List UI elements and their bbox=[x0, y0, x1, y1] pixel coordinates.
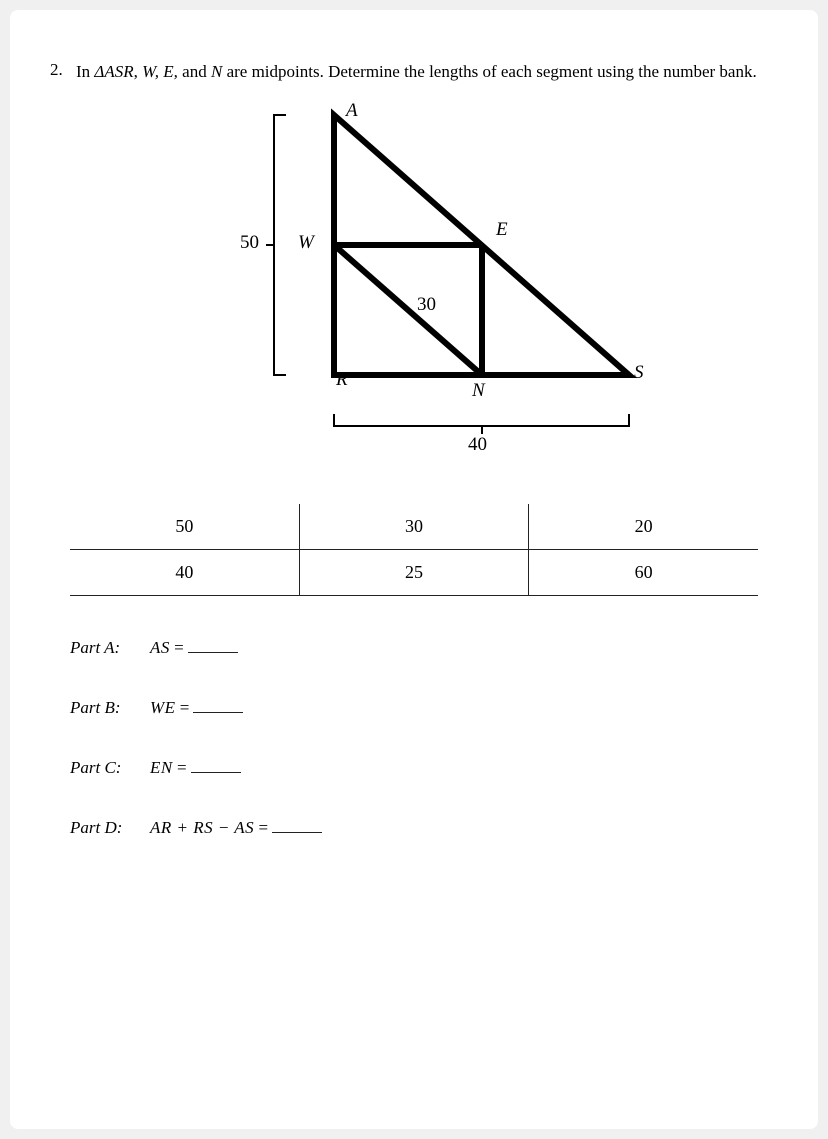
expr-tail: = bbox=[254, 818, 268, 837]
bank-cell: 25 bbox=[299, 549, 528, 595]
expr-tail: = bbox=[176, 698, 190, 717]
question-text: In ΔASR, W, E, and N are midpoints. Dete… bbox=[76, 60, 757, 84]
bank-cell: 50 bbox=[70, 504, 299, 550]
part-expression: AS = bbox=[150, 638, 184, 658]
q-text-mid1: , bbox=[134, 62, 143, 81]
label-a: A bbox=[346, 100, 358, 122]
expr-var: EN bbox=[150, 758, 173, 777]
expr-var: AR + RS − AS bbox=[150, 818, 254, 837]
measure-50: 50 bbox=[240, 232, 259, 254]
number-bank: 50 30 20 40 25 60 bbox=[70, 504, 758, 596]
part-b: Part B: WE = bbox=[70, 696, 778, 718]
q-math-points: W, E, bbox=[142, 62, 178, 81]
label-n: N bbox=[472, 380, 485, 402]
part-c: Part C: EN = bbox=[70, 756, 778, 778]
expr-tail: = bbox=[170, 638, 184, 657]
bank-row: 50 30 20 bbox=[70, 504, 758, 550]
worksheet-page: 2. In ΔASR, W, E, and N are midpoints. D… bbox=[10, 10, 818, 1129]
brackets bbox=[266, 115, 629, 434]
part-label: Part D: bbox=[70, 818, 150, 838]
label-s: S bbox=[634, 362, 644, 384]
part-expression: EN = bbox=[150, 758, 187, 778]
bank-cell: 30 bbox=[299, 504, 528, 550]
part-expression: AR + RS − AS = bbox=[150, 818, 268, 838]
part-expression: WE = bbox=[150, 698, 189, 718]
midsegment-wn bbox=[334, 245, 482, 375]
q-text-before: In bbox=[76, 62, 94, 81]
q-text-mid2: and bbox=[178, 62, 211, 81]
measure-40: 40 bbox=[468, 434, 487, 456]
measure-30: 30 bbox=[417, 294, 436, 316]
parts-list: Part A: AS = Part B: WE = Part C: EN = P… bbox=[70, 636, 778, 838]
expr-var: WE bbox=[150, 698, 176, 717]
part-label: Part A: bbox=[70, 638, 150, 658]
part-label: Part C: bbox=[70, 758, 150, 778]
bank-row: 40 25 60 bbox=[70, 549, 758, 595]
answer-blank[interactable] bbox=[188, 636, 238, 653]
diagram-container: A W E R N S 50 30 40 bbox=[50, 104, 778, 474]
bank-cell: 60 bbox=[529, 549, 758, 595]
part-d: Part D: AR + RS − AS = bbox=[70, 816, 778, 838]
question-number: 2. bbox=[50, 60, 76, 80]
bank-cell: 20 bbox=[529, 504, 758, 550]
diagram-svg bbox=[174, 104, 654, 474]
number-bank-table: 50 30 20 40 25 60 bbox=[70, 504, 758, 596]
answer-blank[interactable] bbox=[193, 696, 243, 713]
label-r: R bbox=[336, 369, 348, 391]
answer-blank[interactable] bbox=[272, 816, 322, 833]
bank-cell: 40 bbox=[70, 549, 299, 595]
left-bracket bbox=[266, 115, 286, 375]
q-math-n: N bbox=[211, 62, 222, 81]
q-math-triangle: ΔASR bbox=[94, 62, 133, 81]
question-block: 2. In ΔASR, W, E, and N are midpoints. D… bbox=[50, 60, 778, 84]
part-a: Part A: AS = bbox=[70, 636, 778, 658]
label-e: E bbox=[496, 219, 508, 241]
expr-tail: = bbox=[173, 758, 187, 777]
main-shapes bbox=[334, 115, 629, 375]
expr-var: AS bbox=[150, 638, 170, 657]
bottom-bracket bbox=[334, 414, 629, 434]
triangle-diagram: A W E R N S 50 30 40 bbox=[174, 104, 654, 474]
q-text-after: are midpoints. Determine the lengths of … bbox=[222, 62, 756, 81]
label-w: W bbox=[298, 232, 314, 254]
part-label: Part B: bbox=[70, 698, 150, 718]
answer-blank[interactable] bbox=[191, 756, 241, 773]
